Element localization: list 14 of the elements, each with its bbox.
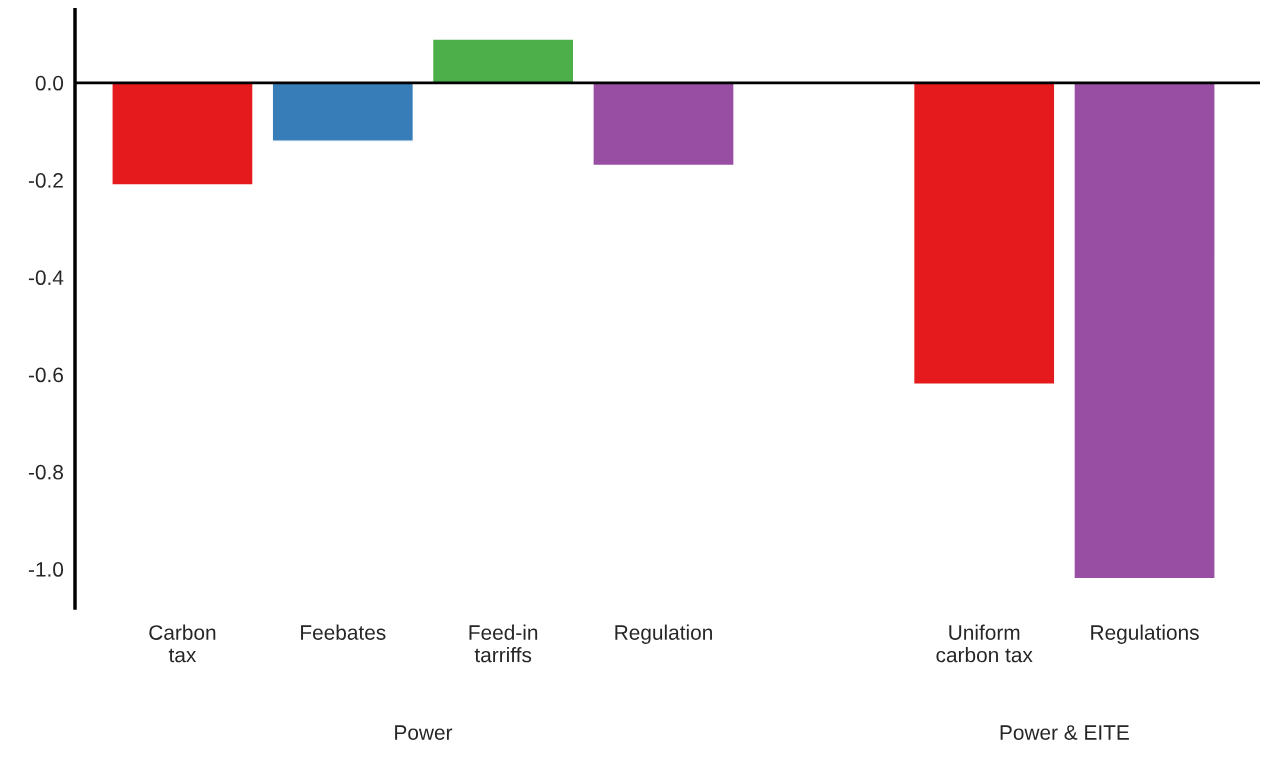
text: Power	[395, 725, 453, 740]
y-tick-label: -0.4	[28, 270, 64, 286]
x-tick-label: Uniform carbon tax	[936, 624, 1033, 663]
y-tick-label: -0.8	[28, 464, 63, 480]
x-tick-label: Feed-in tarriffs	[469, 624, 538, 663]
y-tick-label: -0.2	[28, 173, 63, 188]
x-tick-label: Regulation	[615, 624, 712, 644]
y-tick-label: 0.0	[35, 75, 64, 91]
x-tick-label: Feebates	[301, 624, 386, 640]
x-tick-label: Carbon tax	[149, 624, 216, 663]
x-tick-label: Regulations	[1091, 624, 1199, 644]
text: Power & EITE	[1000, 725, 1129, 740]
y-tick-label: -0.6	[28, 367, 63, 383]
y-tick-label: -1.0	[28, 562, 64, 577]
